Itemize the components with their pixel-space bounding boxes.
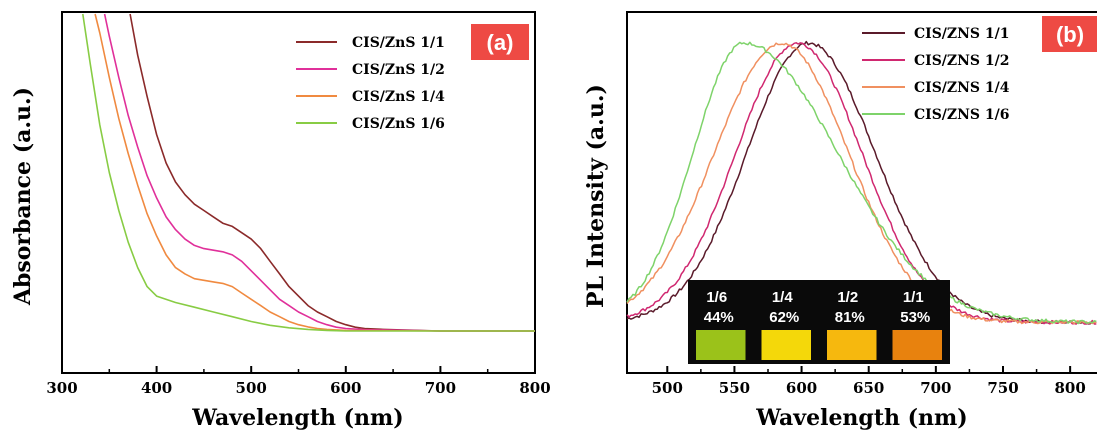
panel-b-x-ticks: 500 550 600 650 700 750 800 — [652, 366, 1086, 397]
panel-b-label-badge: (b) — [1042, 16, 1097, 52]
legend-label: CIS/ZnS 1/2 — [352, 62, 445, 78]
panel-b-y-axis-label: PL Intensity (a.u.) — [583, 84, 609, 308]
x-tick-label: 800 — [1054, 379, 1085, 397]
x-tick-label: 550 — [719, 379, 750, 397]
x-tick-label: 750 — [987, 379, 1018, 397]
vial-ratio-label: 1/6 — [706, 289, 727, 306]
vial-solution — [696, 330, 746, 360]
legend-label: CIS/ZnS 1/6 — [352, 116, 445, 132]
legend-label: CIS/ZNS 1/2 — [914, 53, 1010, 69]
x-tick-label: 300 — [46, 379, 77, 397]
x-tick-label: 500 — [236, 379, 267, 397]
vial-qy-label: 53% — [900, 309, 930, 326]
vial-solution — [892, 330, 942, 360]
vial-qy-label: 44% — [704, 309, 734, 326]
x-tick-label: 700 — [920, 379, 951, 397]
x-tick-label: 700 — [425, 379, 456, 397]
vial-ratio-label: 1/4 — [772, 289, 794, 306]
series-line-1 — [129, 13, 535, 332]
panel-b: 1/6 44% 1/4 62% 1/2 81% 1/1 53% 500 550 600 650 700… — [583, 11, 1097, 431]
series-line-2 — [103, 13, 535, 332]
series-line-4 — [626, 41, 1097, 325]
x-tick-label: 650 — [853, 379, 884, 397]
vial-solution — [761, 330, 811, 360]
panel-b-frame — [626, 11, 1097, 374]
panel-b-label: (b) — [1056, 22, 1084, 47]
x-tick-label: 600 — [786, 379, 817, 397]
series-line-3 — [94, 13, 535, 332]
series-line-2 — [626, 42, 1097, 325]
panel-a-y-axis-label: Absorbance (a.u.) — [10, 87, 36, 306]
x-tick-label: 500 — [652, 379, 683, 397]
panel-b-curves — [626, 40, 1097, 325]
panel-b-inset-photo: 1/6 44% 1/4 62% 1/2 81% 1/1 53% — [688, 280, 950, 364]
panel-a-curves — [82, 13, 535, 332]
panel-a-label: (a) — [487, 30, 514, 55]
panel-b-label-bg — [1042, 16, 1097, 52]
vial-qy-label: 81% — [835, 309, 865, 326]
legend-label: CIS/ZnS 1/1 — [352, 35, 445, 51]
panel-a-x-ticks: 300 400 500 600 700 800 — [46, 366, 551, 397]
x-tick-label: 800 — [519, 379, 550, 397]
panel-a-label-badge: (a) — [471, 24, 529, 60]
series-line-3 — [626, 42, 1097, 325]
panel-b-x-axis-label: Wavelength (nm) — [755, 405, 967, 431]
vial-solution — [827, 330, 877, 360]
legend-label: CIS/ZNS 1/4 — [914, 80, 1010, 96]
panel-a-label-bg — [471, 24, 529, 60]
x-tick-label: 400 — [141, 379, 172, 397]
series-line-4 — [82, 13, 535, 332]
x-tick-label: 600 — [330, 379, 361, 397]
legend-label: CIS/ZNS 1/6 — [914, 107, 1010, 123]
panel-a-frame — [61, 11, 536, 374]
panel-b-legend: CIS/ZNS 1/1 CIS/ZNS 1/2 CIS/ZNS 1/4 CIS/ZNS… — [862, 26, 1010, 123]
legend-label: CIS/ZnS 1/4 — [352, 89, 445, 105]
panel-a-legend: CIS/ZnS 1/1 CIS/ZnS 1/2 CIS/ZnS 1/4 CIS/ZnS… — [296, 35, 445, 132]
vial-qy-label: 62% — [769, 309, 799, 326]
vial-ratio-label: 1/2 — [837, 289, 858, 306]
panel-a-x-axis-label: Wavelength (nm) — [191, 405, 403, 431]
legend-label: CIS/ZNS 1/1 — [914, 26, 1010, 42]
vial-ratio-label: 1/1 — [903, 289, 924, 306]
